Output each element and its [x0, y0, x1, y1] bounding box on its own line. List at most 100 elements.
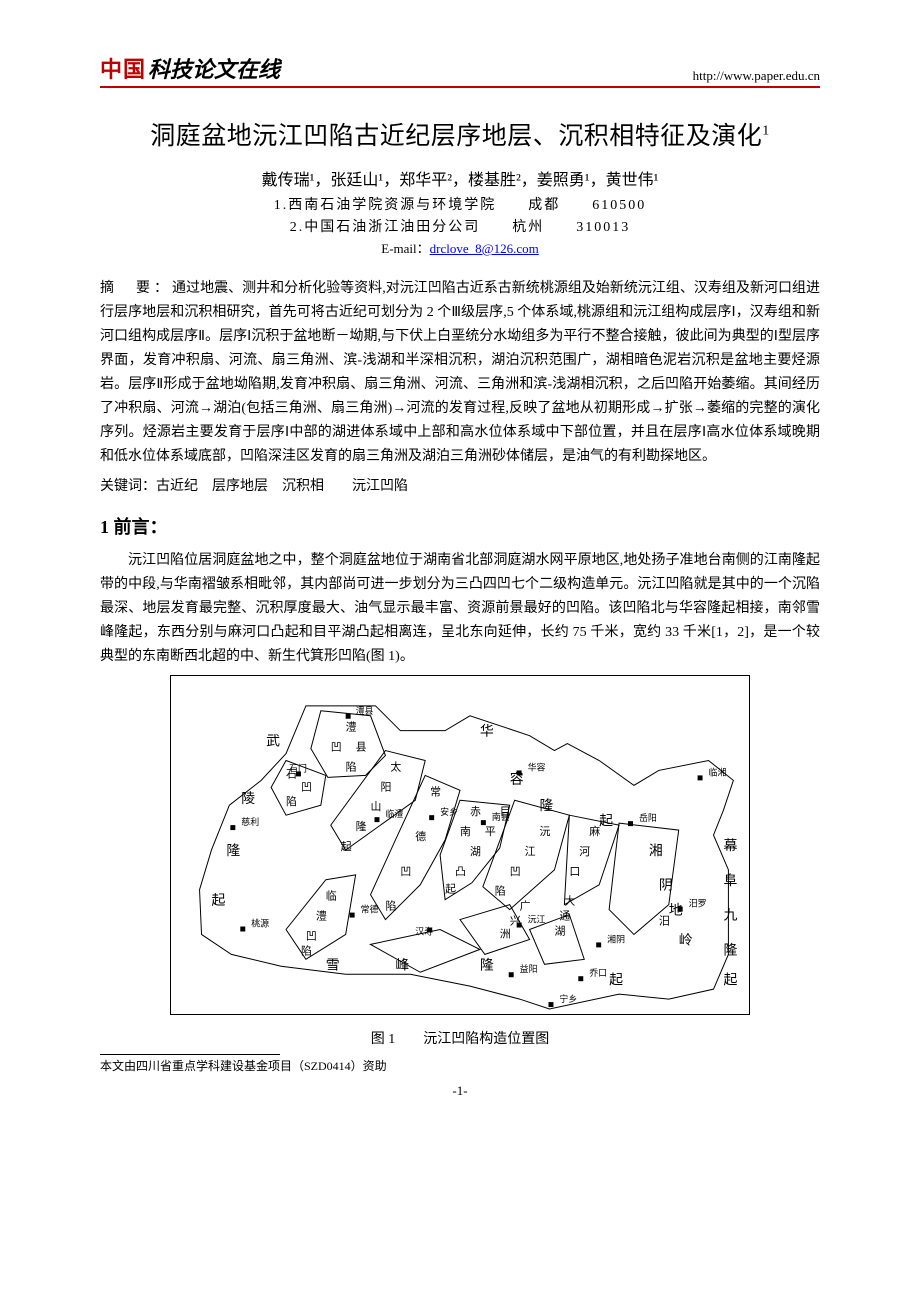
abstract-text: 通过地震、测井和分析化验等资料,对沅江凹陷古近系古新统桃源组及始新统沅江组、汉寿… [100, 281, 820, 464]
svg-text:凹: 凹 [331, 742, 342, 754]
svg-text:平: 平 [485, 826, 496, 838]
svg-text:澧: 澧 [346, 720, 357, 734]
svg-text:临澧: 临澧 [385, 808, 403, 819]
logo-red-text: 中国 [100, 52, 146, 84]
svg-text:起: 起 [211, 893, 225, 909]
svg-text:幕: 幕 [723, 838, 737, 854]
svg-text:华容: 华容 [528, 761, 546, 772]
svg-text:慈利: 慈利 [241, 816, 259, 827]
svg-text:赤: 赤 [470, 805, 481, 818]
page-content: 洞庭盆地沅江凹陷古近纪层序地层、沉积相特征及演化1 戴传瑞¹，张廷山¹，郑华平²… [0, 116, 920, 1119]
svg-text:陷: 陷 [495, 884, 506, 898]
svg-text:临: 临 [326, 889, 337, 903]
svg-text:凹: 凹 [400, 866, 411, 878]
svg-text:汨罗: 汨罗 [689, 899, 707, 909]
affiliation-2: 2.中国石油浙江油田分公司 杭州 310013 [100, 216, 820, 236]
svg-text:湘: 湘 [649, 843, 663, 859]
section-1-heading: 1 前言： [100, 513, 820, 539]
svg-text:汨: 汨 [659, 915, 670, 928]
svg-text:隆: 隆 [540, 798, 554, 814]
svg-text:阜: 阜 [723, 872, 737, 889]
svg-text:凹: 凹 [301, 781, 312, 793]
svg-text:沅: 沅 [540, 825, 551, 838]
svg-text:广: 广 [520, 900, 531, 913]
header-url: http://www.paper.edu.cn [693, 68, 820, 84]
svg-text:汉寿: 汉寿 [415, 925, 433, 936]
svg-text:沅江: 沅江 [528, 914, 546, 925]
svg-text:洲: 洲 [500, 928, 511, 940]
logo-black-text: 科技论文在线 [148, 52, 280, 84]
svg-text:陷: 陷 [346, 759, 357, 773]
keywords-text: 古近纪 层序地层 沉积相 沅江凹陷 [156, 479, 408, 494]
svg-text:常: 常 [430, 785, 441, 798]
svg-text:凹: 凹 [306, 930, 317, 942]
svg-text:武: 武 [266, 734, 280, 750]
svg-text:南: 南 [460, 825, 471, 838]
svg-text:南县: 南县 [492, 811, 510, 822]
title-text: 洞庭盆地沅江凹陷古近纪层序地层、沉积相特征及演化 [150, 123, 762, 150]
svg-text:凸: 凸 [455, 866, 466, 878]
svg-text:益阳: 益阳 [520, 963, 538, 974]
svg-text:湖: 湖 [470, 845, 481, 858]
svg-text:雪: 雪 [326, 957, 340, 973]
svg-text:德: 德 [415, 829, 426, 843]
page-number: -1- [100, 1083, 820, 1119]
section-1-para: 沅江凹陷位居洞庭盆地之中，整个洞庭盆地位于湖南省北部洞庭湖水网平原地区,地处扬子… [100, 549, 820, 669]
svg-text:湘阴: 湘阴 [607, 933, 625, 944]
abstract-label: 摘 要： [100, 279, 172, 295]
svg-text:河: 河 [579, 845, 590, 858]
title-footnote-ref: 1 [762, 124, 770, 139]
svg-text:县: 县 [356, 741, 367, 754]
paper-title: 洞庭盆地沅江凹陷古近纪层序地层、沉积相特征及演化1 [100, 116, 820, 152]
svg-text:陵: 陵 [241, 791, 255, 807]
svg-text:麻: 麻 [589, 824, 600, 838]
authors-line: 戴传瑞¹，张廷山¹，郑华平²，楼基胜²，姜照勇¹，黄世伟¹ [100, 166, 820, 190]
svg-text:隆: 隆 [723, 942, 737, 958]
svg-text:起: 起 [341, 840, 352, 853]
svg-text:石门: 石门 [289, 762, 307, 773]
svg-text:陷: 陷 [301, 943, 312, 957]
svg-text:阴: 阴 [659, 878, 673, 894]
svg-text:岳阳: 岳阳 [639, 812, 657, 823]
email-line: E-mail：drclove_8@126.com [100, 238, 820, 257]
svg-text:江: 江 [525, 845, 536, 858]
footnote-text: 本文由四川省重点学科建设基金项目（SZD0414）资助 [100, 1057, 820, 1075]
site-logo: 中国 科技论文在线 [100, 52, 280, 84]
svg-text:太: 太 [390, 760, 401, 773]
svg-text:起: 起 [445, 883, 456, 896]
svg-text:通: 通 [559, 910, 570, 923]
svg-text:乔口: 乔口 [589, 967, 607, 978]
svg-text:山: 山 [371, 800, 382, 813]
svg-text:湖: 湖 [554, 924, 565, 937]
svg-text:口: 口 [569, 866, 580, 878]
svg-text:起: 起 [723, 972, 737, 988]
svg-text:凹: 凹 [510, 866, 521, 878]
svg-text:华: 华 [480, 724, 494, 740]
email-label: E-mail： [381, 241, 429, 256]
svg-text:隆: 隆 [356, 819, 367, 833]
keywords: 关键词：古近纪 层序地层 沉积相 沅江凹陷 [100, 475, 820, 499]
email-link[interactable]: drclove_8@126.com [430, 241, 539, 256]
svg-text:常德: 常德 [361, 904, 379, 915]
svg-text:起: 起 [599, 813, 613, 829]
svg-text:安乡: 安乡 [440, 806, 458, 817]
svg-text:岭: 岭 [679, 932, 693, 948]
svg-text:陷: 陷 [286, 794, 297, 808]
svg-text:桃源: 桃源 [251, 918, 269, 929]
svg-text:澧县: 澧县 [356, 705, 374, 716]
svg-text:临湘: 临湘 [709, 766, 727, 777]
svg-text:澧: 澧 [316, 909, 327, 923]
svg-text:九: 九 [723, 908, 737, 924]
figure-1-caption: 图 1 沅江凹陷构造位置图 [100, 1028, 820, 1048]
footnote-rule [100, 1054, 280, 1055]
abstract: 摘 要：通过地震、测井和分析化验等资料,对沅江凹陷古近系古新统桃源组及始新统沅江… [100, 275, 820, 469]
svg-text:起: 起 [609, 972, 623, 988]
keywords-label: 关键词： [100, 479, 156, 494]
svg-text:峰: 峰 [395, 957, 409, 973]
affiliation-1: 1.西南石油学院资源与环境学院 成都 610500 [100, 194, 820, 214]
svg-text:隆: 隆 [480, 957, 494, 973]
svg-text:隆: 隆 [226, 843, 240, 859]
svg-text:陷: 陷 [385, 899, 396, 913]
figure-1: 武陵隆起华容隆起湘阴地岭幕阜九隆起雪峰隆起澧凹县陷石凹陷太阳山隆起临澧凹陷常德凹… [100, 675, 820, 1020]
svg-text:大: 大 [564, 894, 575, 908]
